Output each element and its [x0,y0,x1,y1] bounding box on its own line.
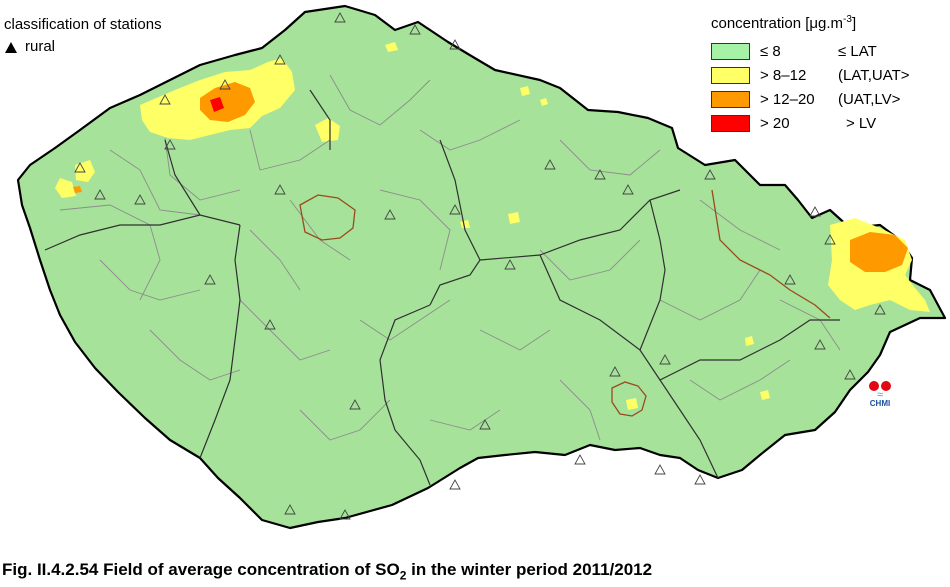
triangle-outline-icon [544,159,556,170]
legend-range: > 12–20 [760,90,815,108]
legend-item-uat: > 8–12 (LAT,UAT> [711,63,910,87]
station-legend-item: rural [4,36,162,58]
triangle-outline-icon [74,162,86,173]
legend-item-lv: > 12–20 (UAT,LV> [711,87,910,111]
triangle-outline-icon [349,399,361,410]
triangle-outline-icon [339,509,351,520]
triangle-outline-icon [409,24,421,35]
triangle-outline-icon [449,39,461,50]
triangle-outline-icon [264,319,276,330]
triangle-outline-icon [809,206,821,217]
legend-range: > 8–12 [760,66,807,84]
legend-range: > 20 [760,114,790,132]
triangle-outline-icon [204,274,216,285]
orange-zones [73,82,908,272]
triangle-outline-icon [622,184,634,195]
triangle-outline-icon [504,259,516,270]
triangle-outline-icon [574,454,586,465]
legend-swatch [711,90,750,108]
country-shape [16,4,947,530]
triangle-outline-icon [94,189,106,200]
triangle-filled-icon [5,41,17,53]
triangle-outline-icon [654,464,666,475]
station-markers [74,12,886,520]
legend-item-above-lv: > 20 > LV [711,111,910,135]
legend-class: (UAT,LV> [838,90,901,108]
triangle-outline-icon [609,366,621,377]
legend-class: > LV [846,114,877,132]
legend-swatch [711,114,750,132]
legend-class: ≤ LAT [838,42,877,60]
concentration-legend: concentration [μg.m-3] ≤ 8 ≤ LAT > 8–12 … [711,11,910,135]
legend-item-lat: ≤ 8 ≤ LAT [711,39,910,63]
chmi-logo: ≈ CHMI [862,381,898,408]
triangle-outline-icon [479,419,491,430]
legend-swatch [711,66,750,84]
station-legend: classification of stations rural [4,14,162,58]
concentration-legend-title: concentration [μg.m-3] [711,14,857,32]
logo-text: CHMI [869,399,891,408]
triangle-outline-icon [694,474,706,485]
triangle-outline-icon [704,169,716,180]
ostrava-border [711,189,831,319]
triangle-outline-icon [844,369,856,380]
station-legend-title: classification of stations [4,16,162,33]
triangle-outline-icon [814,339,826,350]
figure-caption: Fig. II.4.2.54 Field of average concentr… [2,560,653,583]
triangle-outline-icon [164,139,176,150]
triangle-outline-icon [134,194,146,205]
prague-border [299,194,356,241]
triangle-outline-icon [449,204,461,215]
triangle-outline-icon [384,209,396,220]
station-legend-label: rural [25,38,56,55]
district-borders [59,74,841,441]
region-borders [44,89,840,486]
triangle-outline-icon [219,79,231,90]
legend-class: (LAT,UAT> [838,66,910,84]
triangle-outline-icon [274,54,286,65]
legend-range: ≤ 8 [760,42,781,60]
triangle-outline-icon [159,94,171,105]
triangle-outline-icon [659,354,671,365]
triangle-outline-icon [274,184,286,195]
red-zones [210,97,224,112]
triangle-outline-icon [824,234,836,245]
triangle-outline-icon [284,504,296,515]
legend-swatch [711,42,750,60]
triangle-outline-icon [784,274,796,285]
city-borders [299,189,831,417]
triangle-outline-icon [594,169,606,180]
brno-border [611,381,647,417]
triangle-outline-icon [874,304,886,315]
triangle-outline-icon [449,479,461,490]
triangle-outline-icon [334,12,346,23]
